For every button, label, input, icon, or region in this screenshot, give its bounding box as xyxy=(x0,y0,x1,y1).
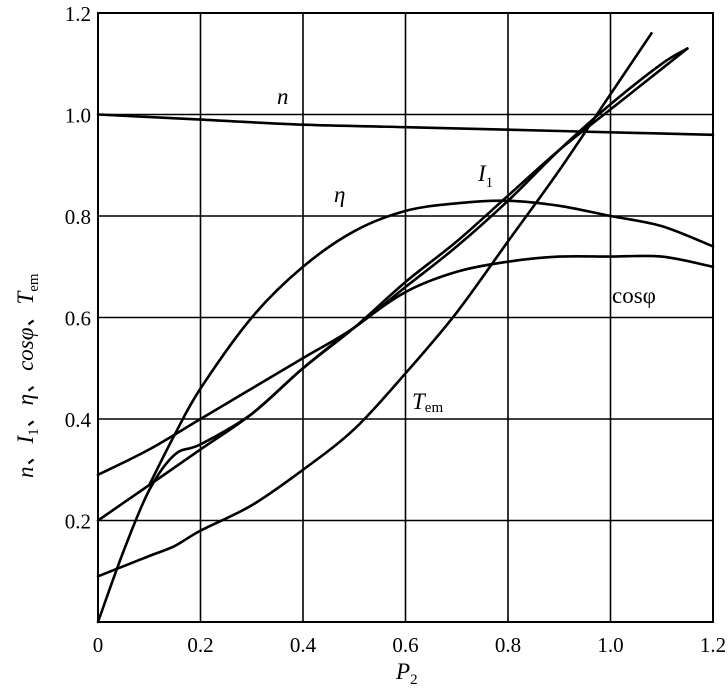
x-tick-label: 0.2 xyxy=(187,633,213,657)
curves xyxy=(96,31,715,624)
y-axis-label: n、I1、η、cosφ、Tem xyxy=(13,273,42,478)
grid xyxy=(97,12,714,623)
x-tick-label: 1.2 xyxy=(700,633,726,657)
x-tick-label: 0.8 xyxy=(495,633,521,657)
label-n: n xyxy=(277,84,289,109)
tick-labels: 0 0.2 0.4 0.6 0.8 1.0 1.2 0.2 0.4 0.6 0.8 1.0 1.2 xyxy=(65,2,726,657)
label-eta: η xyxy=(334,182,345,207)
x-tick-label: 0 xyxy=(93,633,104,657)
y-tick-label: 1.0 xyxy=(65,104,91,128)
series-line-0-n xyxy=(96,113,715,137)
x-axis-label: P2 xyxy=(395,659,418,688)
series-line-5-unlabeled xyxy=(96,47,689,624)
y-tick-label: 0.8 xyxy=(65,205,91,229)
y-tick-label: 0.6 xyxy=(65,307,91,331)
series-line-1-eta xyxy=(148,199,715,487)
label-tem: Tem xyxy=(412,389,443,416)
series-line-3-cosphi xyxy=(96,254,715,522)
y-tick-label: 0.4 xyxy=(65,408,92,432)
series-line-2-i xyxy=(96,47,689,477)
y-tick-label: 1.2 xyxy=(65,2,91,26)
label-i1: I1 xyxy=(477,161,493,191)
x-tick-label: 0.6 xyxy=(392,633,418,657)
y-tick-label: 0.2 xyxy=(65,510,91,534)
label-cosphi: cosφ xyxy=(612,283,656,308)
series-line-4-t xyxy=(96,31,653,578)
x-tick-label: 0.4 xyxy=(290,633,317,657)
x-tick-label: 1.0 xyxy=(597,633,623,657)
